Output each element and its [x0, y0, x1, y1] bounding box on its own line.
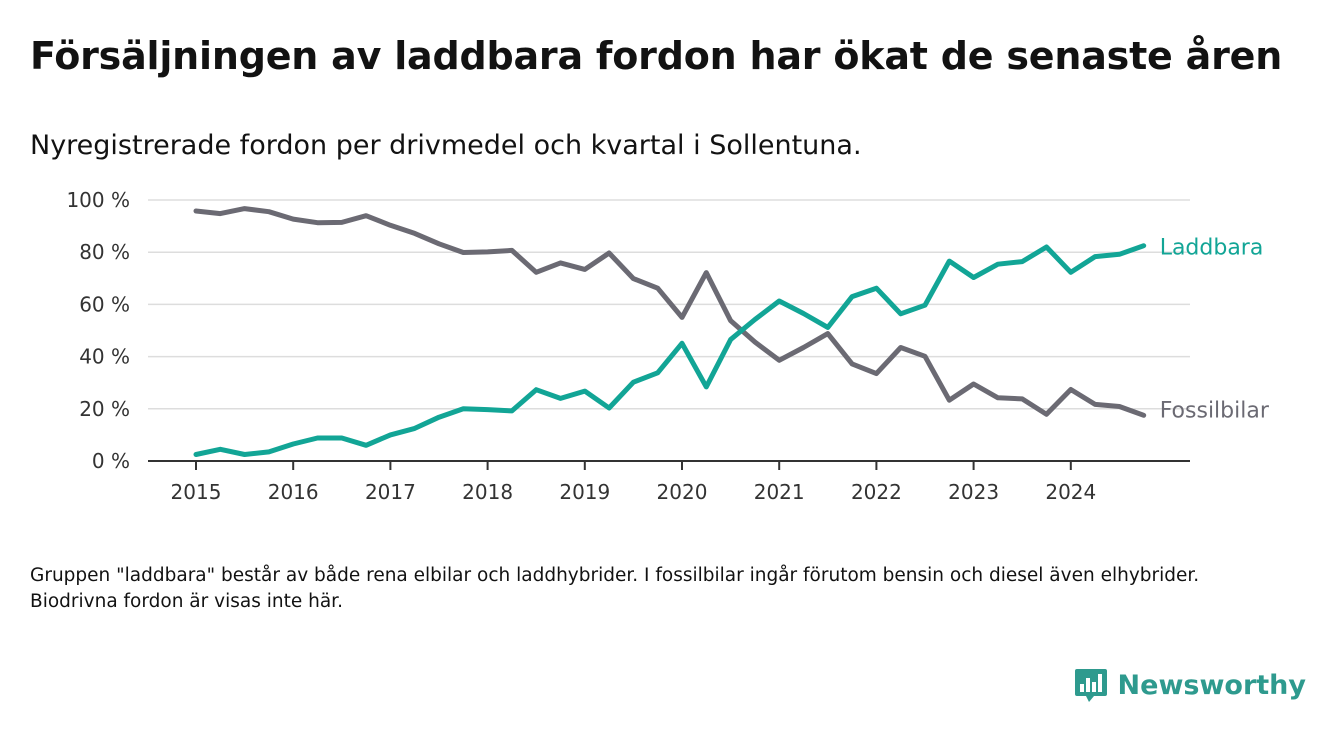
- x-tick-label: 2020: [657, 480, 708, 504]
- footnote: Gruppen "laddbara" består av både rena e…: [30, 565, 1200, 612]
- x-tick-label: 2019: [559, 480, 610, 504]
- x-tick-label: 2018: [462, 480, 513, 504]
- x-tick-label: 2023: [948, 480, 999, 504]
- y-tick-label: 40 %: [79, 345, 130, 369]
- y-tick-label: 100 %: [66, 188, 130, 212]
- series-label-fossilbilar: Fossilbilar: [1160, 398, 1270, 423]
- y-tick-label: 20 %: [79, 397, 130, 421]
- brand-name: Newsworthy: [1117, 669, 1306, 701]
- x-tick-label: 2016: [268, 480, 319, 504]
- x-tick-label: 2017: [365, 480, 416, 504]
- newsworthy-logo-icon: [1074, 669, 1107, 702]
- series-line-fossilbilar: [193, 206, 1147, 418]
- y-tick-label: 0 %: [92, 449, 130, 473]
- line-chart: 0 %20 %40 %60 %80 %100 % 2015 2016 2017 201…: [66, 188, 1270, 504]
- y-axis-tick-labels: 0 % 20 % 40 % 60 % 80 % 100 %: [66, 188, 130, 473]
- y-tick-label: 80 %: [79, 240, 130, 264]
- series-line-laddbara: [193, 243, 1147, 457]
- series-lines: [193, 206, 1147, 457]
- x-tick-label: 2022: [851, 480, 902, 504]
- chart-title: Försäljningen av laddbara fordon har öka…: [30, 34, 1283, 78]
- x-tick-label: 2015: [171, 480, 222, 504]
- x-axis: 2015 2016 2017 2018 2019 2020 2021 2022 2023 2024: [148, 460, 1190, 504]
- x-tick-label: 2024: [1045, 480, 1096, 504]
- brand-logo: Newsworthy: [1074, 667, 1306, 703]
- x-tick-label: 2021: [754, 480, 805, 504]
- series-label-laddbara: Laddbara: [1160, 236, 1264, 261]
- y-tick-label: 60 %: [79, 292, 130, 316]
- chart-subtitle: Nyregistrerade fordon per drivmedel och …: [30, 130, 862, 161]
